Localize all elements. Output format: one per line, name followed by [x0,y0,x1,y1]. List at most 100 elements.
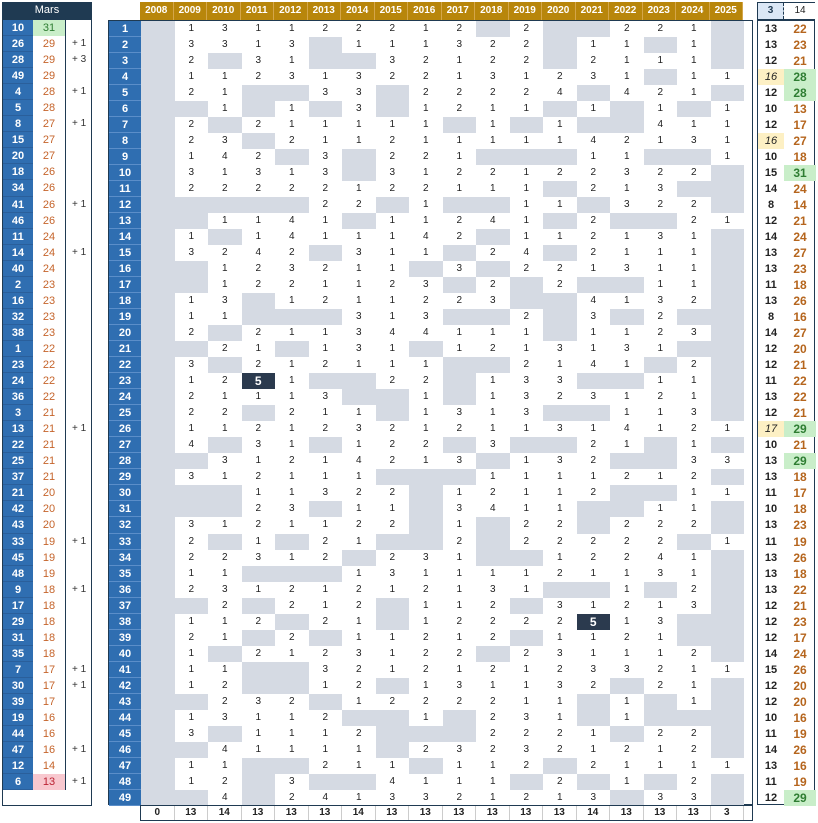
grid-cell [141,181,175,198]
grid-cell: 1 [275,117,309,134]
grid-cell: 1 [342,565,376,582]
grid-cell [476,517,510,534]
grid-cell: 2 [476,85,510,102]
grid-cell [643,437,677,454]
grid-cell: 4 [241,245,275,262]
row-total: 27 [793,134,807,149]
row-number: 3 [109,53,141,70]
grid-cell: 1 [476,101,510,118]
left-count: 24 [42,262,56,275]
grid-cell: 2 [409,693,443,710]
grid-cell: 2 [543,613,577,630]
grid-cell: 2 [375,437,409,454]
grid-cell [141,197,175,214]
row-number: 30 [109,485,141,502]
year-total: 13 [677,806,711,820]
left-bonus [65,405,93,422]
grid-cell: 2 [576,229,610,246]
grid-cell: 2 [241,613,275,630]
grid-cell [275,341,309,358]
grid-cell: 3 [409,549,443,566]
grid-cell: 2 [308,533,342,550]
grid-cell: 3 [476,437,510,454]
left-count: 21 [42,455,56,468]
grid-cell [141,581,175,598]
left-count: 18 [42,631,56,644]
left-number: 30 [3,677,33,694]
grid-cell [543,293,577,310]
grid-cell: 1 [308,405,342,422]
grid-cell: 2 [442,533,476,550]
grid-cell: 1 [174,677,208,694]
grid-cell [308,565,342,582]
grid-cell: 3 [174,469,208,486]
grid-cell: 1 [409,709,443,726]
grid-cell: 1 [442,565,476,582]
grid-cell: 3 [308,661,342,678]
grid-cell: 1 [476,389,510,406]
grid-cell [141,453,175,470]
grid-cell: 1 [174,565,208,582]
grid-cell [710,373,744,390]
row-year-count: 10 [764,711,778,724]
grid-cell: 2 [476,485,510,502]
year-label: 2009 [173,2,207,20]
grid-cell: 1 [308,277,342,294]
left-bonus: + 1 [65,244,93,261]
grid-cell: 2 [509,533,543,550]
row-year-count: 13 [764,519,778,532]
grid-cell [141,549,175,566]
row-total: 31 [784,165,816,182]
grid-cell [308,245,342,262]
grid-cell: 1 [509,693,543,710]
grid-cell: 1 [677,85,711,102]
grid-cell: 3 [308,85,342,102]
grid-cell: 1 [710,661,744,678]
grid-cell: 1 [308,581,342,598]
grid-cell: 3 [476,69,510,86]
grid-cell: 2 [543,725,577,742]
grid-cell: 1 [509,197,543,214]
grid-cell: 1 [576,101,610,118]
grid-cell: 1 [308,213,342,230]
grid-cell: 1 [342,757,376,774]
left-count: 16 [42,712,56,725]
grid-cell: 1 [643,741,677,758]
grid-cell: 1 [308,341,342,358]
grid-cell: 2 [476,709,510,726]
grid-cell [576,501,610,518]
grid-cell: 1 [476,773,510,790]
grid-cell [241,773,275,790]
grid-cell [141,245,175,262]
left-count: 22 [42,391,56,404]
grid-cell [409,341,443,358]
row-number: 35 [109,565,141,582]
grid-cell: 1 [375,757,409,774]
grid-cell: 1 [208,309,242,326]
grid-cell: 1 [576,725,610,742]
grid-cell: 2 [308,709,342,726]
row-number: 19 [109,309,141,326]
grid-cell [208,229,242,246]
grid-cell: 2 [308,549,342,566]
row-total: 21 [793,358,807,373]
grid-cell [241,101,275,118]
row-total: 29 [784,421,816,438]
row-total: 27 [793,246,807,261]
left-bonus [65,228,93,245]
grid-cell [409,725,443,742]
grid-cell: 2 [576,437,610,454]
grid-cell: 1 [174,773,208,790]
grid-cell: 1 [576,597,610,614]
row-total: 17 [793,630,807,645]
row-year-count: 13 [764,247,778,260]
row-total: 14 [793,198,807,213]
grid-cell: 1 [710,69,744,86]
grid-cell: 2 [241,357,275,374]
grid-cell: 2 [610,21,644,38]
grid-cell [141,629,175,646]
row-year-count: 12 [764,631,778,644]
left-bonus [65,693,93,711]
grid-cell: 1 [610,613,644,630]
grid-cell: 1 [509,421,543,438]
